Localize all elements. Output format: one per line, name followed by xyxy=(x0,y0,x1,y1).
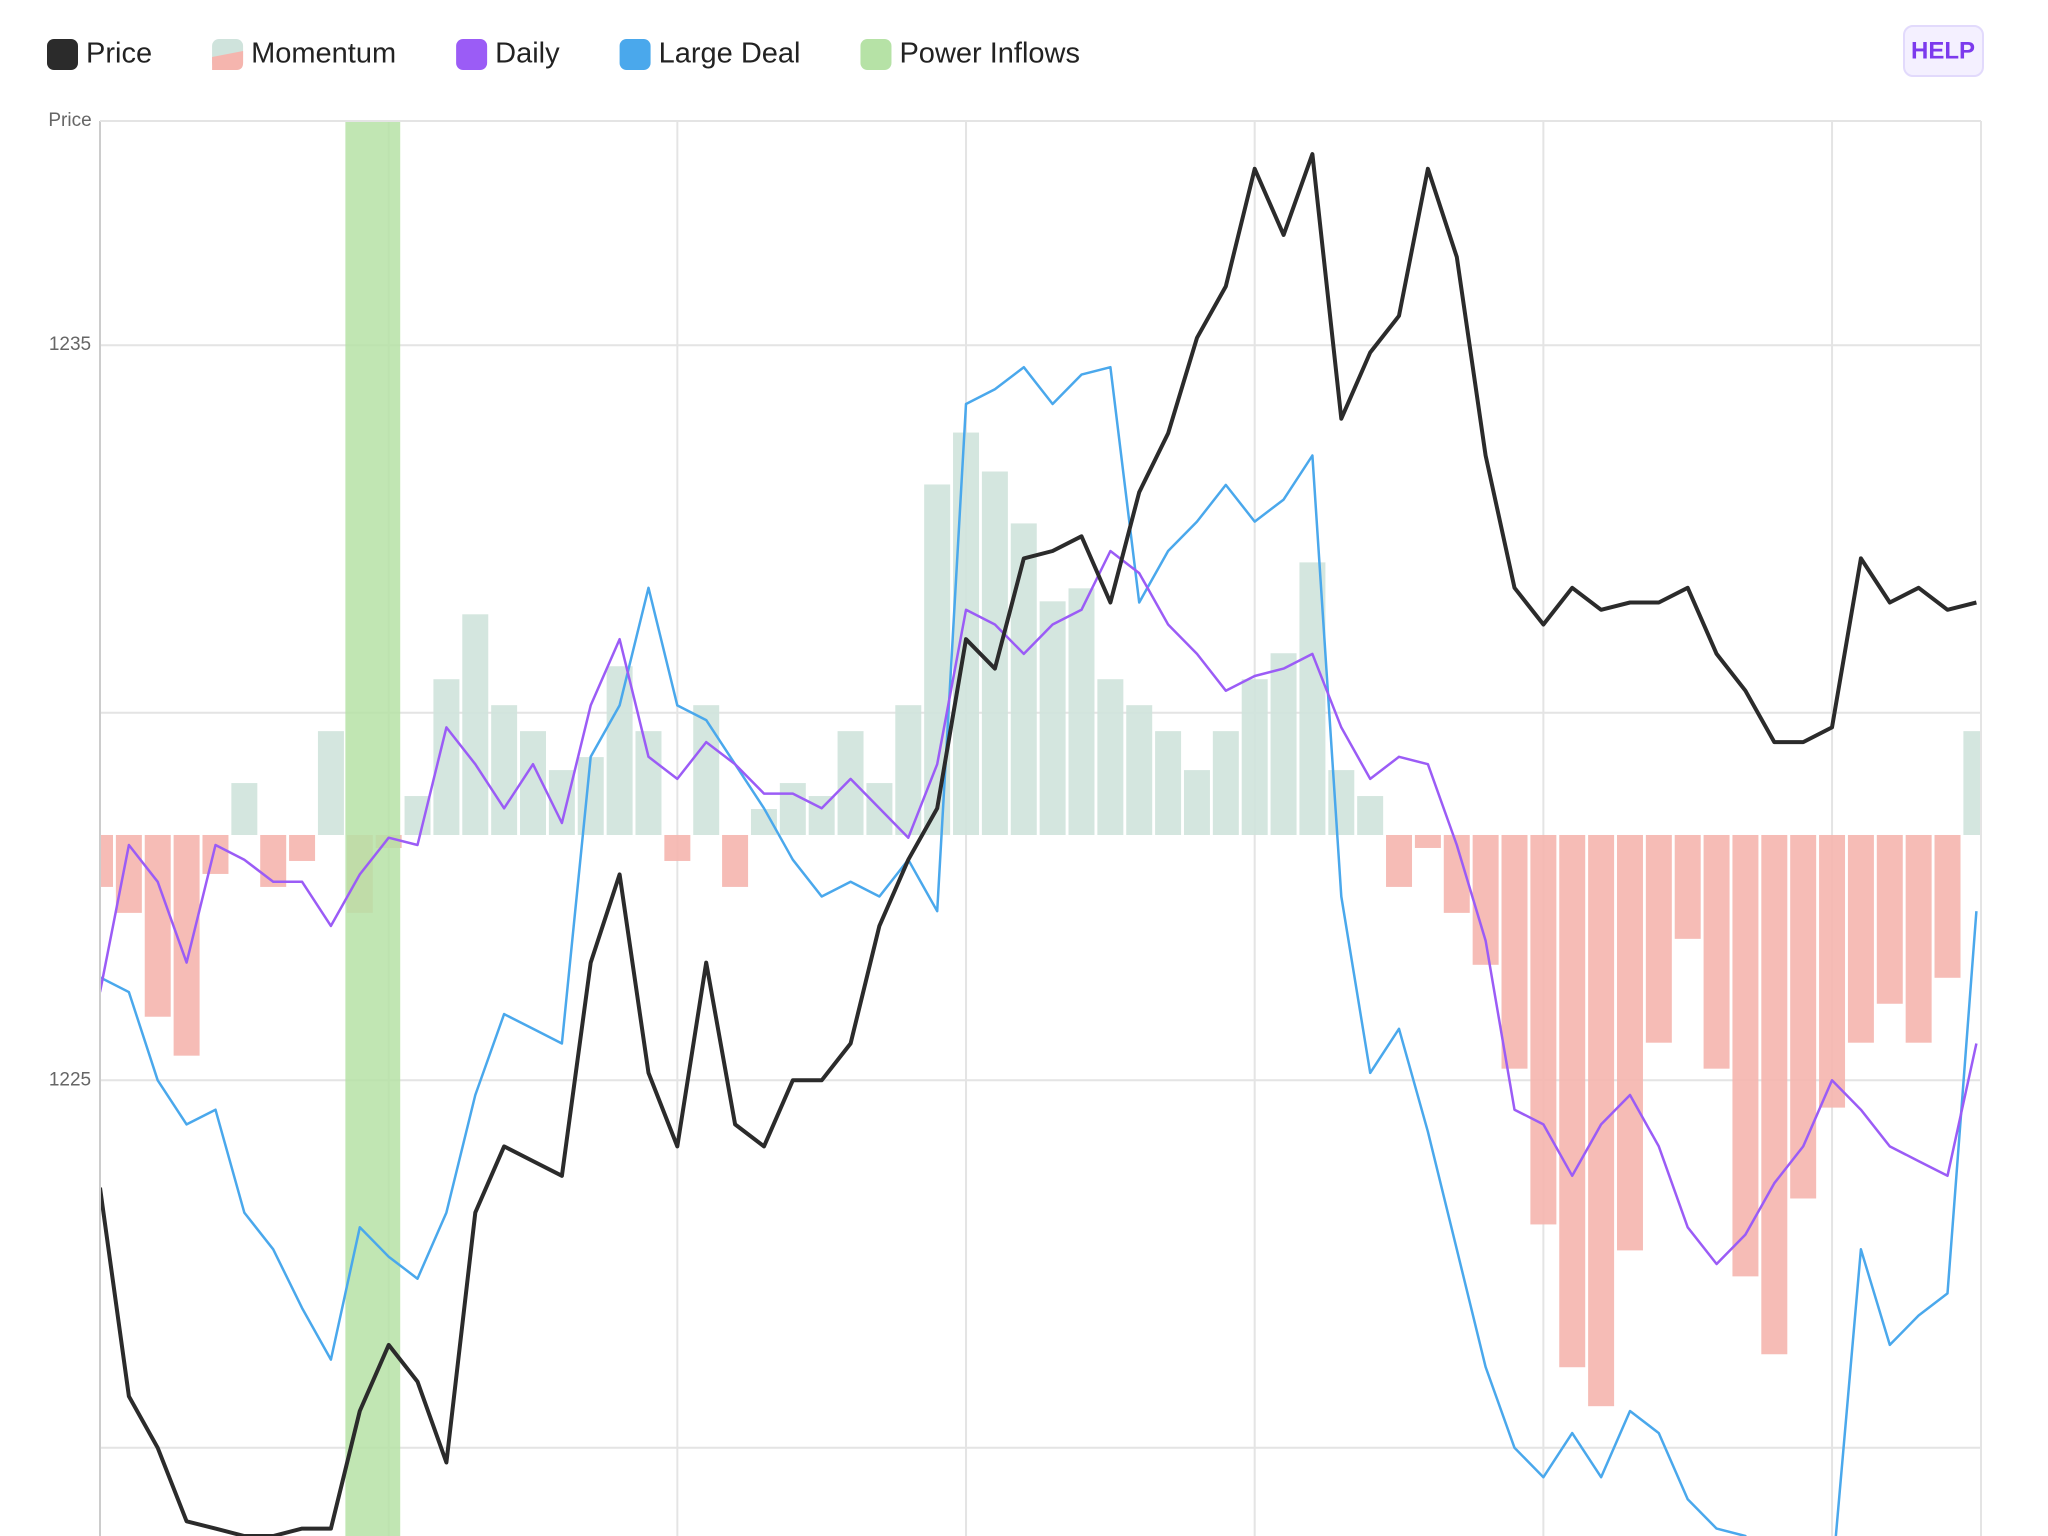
legend-swatch xyxy=(47,39,78,70)
momentum-bar xyxy=(1039,601,1066,835)
legend-swatch xyxy=(619,39,651,70)
power-inflow-band xyxy=(345,121,401,1536)
legend-label: Price xyxy=(86,38,152,70)
momentum-bar xyxy=(1010,523,1037,835)
momentum-bar xyxy=(1270,653,1297,835)
momentum-bar xyxy=(1761,834,1788,1355)
momentum-bar xyxy=(606,666,633,835)
momentum-bar xyxy=(1068,588,1095,835)
momentum-bar xyxy=(1357,796,1384,835)
momentum-bar xyxy=(1905,834,1932,1043)
y-tick-label: 1235 xyxy=(49,334,91,355)
momentum-bar xyxy=(1674,834,1701,939)
momentum-bar xyxy=(289,834,316,861)
momentum-bar xyxy=(144,834,171,1017)
momentum-bar xyxy=(1645,834,1672,1043)
y-axis-label: Price xyxy=(48,110,91,131)
momentum-bar xyxy=(260,834,287,887)
legend-swatch xyxy=(860,39,892,70)
momentum-bar xyxy=(779,783,806,835)
momentum-bar xyxy=(462,614,489,835)
momentum-bar xyxy=(693,705,720,835)
legend-label: Daily xyxy=(495,38,560,70)
momentum-bar xyxy=(173,834,200,1056)
momentum-bar xyxy=(1732,834,1759,1277)
momentum-bar xyxy=(837,731,864,835)
legend-swatch xyxy=(212,51,244,70)
momentum-bar xyxy=(577,757,604,835)
momentum-bar xyxy=(1328,770,1355,835)
y-tick-label: 1225 xyxy=(49,1069,91,1090)
momentum-bar xyxy=(722,834,749,887)
line-large-deal xyxy=(100,365,1978,1536)
momentum-bar xyxy=(664,834,691,861)
momentum-bar xyxy=(1703,834,1730,1069)
momentum-bar xyxy=(1126,705,1153,835)
momentum-bar xyxy=(1183,770,1210,835)
momentum-bar xyxy=(1097,679,1124,835)
momentum-bar xyxy=(981,471,1008,835)
momentum-bar xyxy=(317,731,344,835)
legend-swatch xyxy=(456,39,488,70)
momentum-bar xyxy=(491,705,518,835)
momentum-bar xyxy=(1559,834,1586,1368)
momentum-bar xyxy=(1588,834,1615,1407)
momentum-bar xyxy=(1819,834,1846,1108)
momentum-bar xyxy=(231,783,258,835)
legend-label: Power Inflows xyxy=(899,38,1080,70)
momentum-bar xyxy=(1386,834,1413,887)
momentum-bar xyxy=(1212,731,1239,835)
momentum-bar xyxy=(1299,562,1326,835)
momentum-bar xyxy=(100,834,113,887)
momentum-bar xyxy=(202,834,229,874)
help-label[interactable]: HELP xyxy=(1911,37,1975,64)
momentum-bar xyxy=(1963,731,1981,835)
momentum-bar xyxy=(1155,731,1182,835)
momentum-bar xyxy=(404,796,431,835)
momentum-bar xyxy=(1934,834,1961,978)
momentum-bar xyxy=(1876,834,1903,1004)
plot-area xyxy=(100,121,1981,1536)
momentum-bar xyxy=(808,796,835,835)
line-daily xyxy=(100,549,1978,1266)
legend-label: Large Deal xyxy=(659,38,801,70)
momentum-bar xyxy=(1530,834,1557,1225)
momentum-bar xyxy=(1616,834,1643,1251)
momentum-bar xyxy=(433,679,460,835)
legend: Price Momentum Daily Large Deal Power Inflow… xyxy=(47,38,1080,70)
momentum-bar xyxy=(953,432,980,835)
momentum-bar xyxy=(1241,679,1268,835)
help-button[interactable] xyxy=(1903,25,1984,77)
line-price xyxy=(100,152,1977,1536)
legend-label: Momentum xyxy=(251,38,396,70)
momentum-bar xyxy=(1790,834,1817,1199)
momentum-bar xyxy=(1847,834,1874,1043)
momentum-bar xyxy=(1501,834,1528,1069)
momentum-bar xyxy=(924,484,951,835)
momentum-bar xyxy=(635,731,662,835)
momentum-bar xyxy=(1414,834,1441,848)
